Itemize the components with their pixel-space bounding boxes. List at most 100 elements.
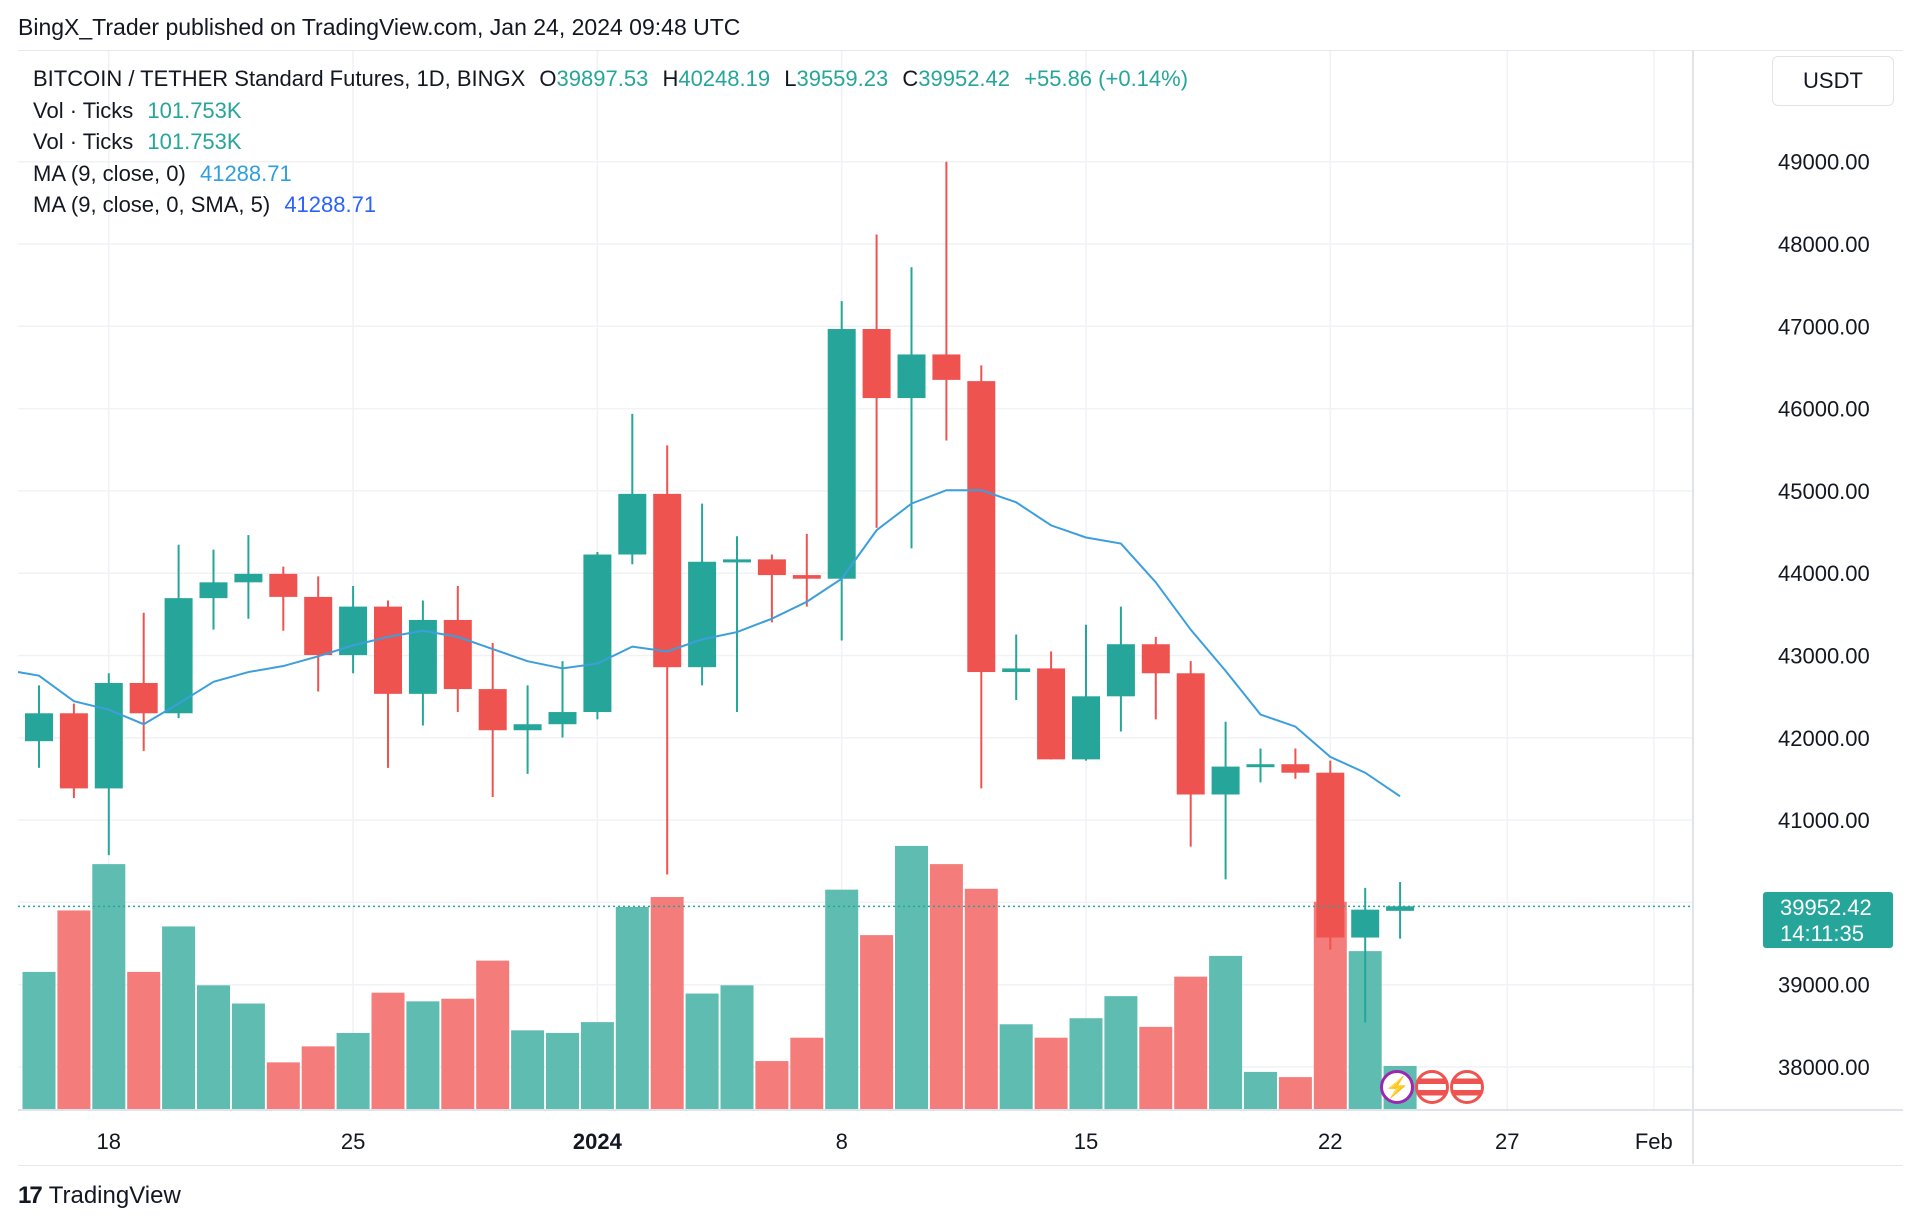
indicator-legend[interactable]: Vol · Ticks 101.753K	[33, 98, 242, 124]
candle-body	[792, 575, 821, 579]
ma-9-line	[17, 489, 1401, 798]
x-tick-label: 27	[1495, 1129, 1519, 1154]
published-caption: BingX_Trader published on TradingView.co…	[18, 14, 741, 40]
tv-logo-icon: 17	[18, 1182, 43, 1209]
volume-bar	[929, 864, 963, 1110]
candle-body	[618, 493, 647, 555]
volume-bar	[1209, 955, 1243, 1110]
candle-body	[164, 598, 193, 714]
y-tick-label: 42000.00	[1778, 726, 1870, 751]
candle-body	[1002, 668, 1031, 673]
currency-button[interactable]: USDT	[1772, 56, 1894, 106]
candle-body	[827, 329, 856, 579]
candle-body	[723, 559, 751, 563]
volume-bar	[1139, 1026, 1173, 1110]
volume-bar	[441, 998, 475, 1110]
y-tick-label: 49000.00	[1778, 150, 1870, 175]
open-value: 39897.53	[556, 66, 649, 91]
last-price-tag: 39952.42 14:11:35	[1763, 892, 1893, 948]
high-label: H	[662, 66, 679, 91]
candle-body	[1072, 696, 1100, 760]
indicator-value: 41288.71	[199, 161, 292, 186]
close-value: 39952.42	[918, 66, 1011, 91]
us-flag-event-icon[interactable]	[1450, 1070, 1484, 1104]
bar-countdown: 14:11:35	[1780, 921, 1865, 946]
volume-bar	[476, 960, 510, 1110]
candle-body	[897, 354, 926, 399]
candles	[25, 161, 1415, 1023]
volume-bar	[371, 992, 405, 1110]
indicator-label: Vol · Ticks	[33, 98, 134, 123]
volume-bar	[1104, 996, 1138, 1110]
candle-body	[443, 619, 472, 690]
change-value: +55.86 (+0.14%)	[1024, 66, 1189, 91]
x-tick-label: 25	[341, 1129, 365, 1154]
volume-bar	[685, 993, 719, 1110]
volume-bars	[22, 845, 1417, 1110]
volume-bar	[895, 845, 928, 1110]
volume-bar	[197, 985, 230, 1110]
candle-body	[688, 561, 717, 668]
volume-bar	[511, 1030, 545, 1110]
volume-bar	[1244, 1071, 1277, 1110]
indicator-label: Vol · Ticks	[33, 129, 134, 154]
volume-bar	[964, 888, 998, 1110]
y-tick-label: 41000.00	[1778, 808, 1870, 833]
us-flag-event-icon[interactable]	[1415, 1070, 1449, 1104]
volume-bar	[162, 926, 196, 1110]
ma-line	[17, 489, 1693, 908]
volume-bar	[57, 910, 91, 1110]
volume-bar	[755, 1061, 789, 1110]
indicator-legend[interactable]: MA (9, close, 0) 41288.71	[33, 161, 292, 187]
volume-bar	[301, 1046, 335, 1110]
volume-bar	[127, 971, 161, 1110]
tradingview-logo[interactable]: 17 TradingView	[18, 1182, 181, 1210]
x-tick-label: 2024	[573, 1129, 623, 1154]
candle-body	[1351, 909, 1380, 938]
tv-brand-text: TradingView	[48, 1182, 181, 1209]
candle-body	[1037, 668, 1066, 760]
volume-bar	[231, 1003, 265, 1110]
volume-bar	[92, 864, 126, 1110]
y-tick-label: 45000.00	[1778, 479, 1870, 504]
volume-bar	[1034, 1037, 1068, 1110]
candle-body	[269, 573, 298, 597]
chart-frame	[18, 50, 1903, 1166]
volume-bar	[650, 897, 684, 1110]
candle-body	[583, 554, 612, 713]
candle-body	[339, 606, 368, 656]
candle-body	[1211, 766, 1240, 795]
symbol-legend[interactable]: BITCOIN / TETHER Standard Futures, 1D, B…	[33, 66, 1188, 92]
symbol-title: BITCOIN / TETHER Standard Futures, 1D, B…	[33, 66, 526, 91]
candle-body	[1386, 906, 1415, 911]
indicator-legend[interactable]: MA (9, close, 0, SMA, 5) 41288.71	[33, 192, 376, 218]
candle-body	[1176, 673, 1205, 795]
candle-body	[1106, 644, 1135, 697]
y-tick-label: 46000.00	[1778, 397, 1870, 422]
candle-body	[94, 682, 123, 789]
candle-body	[199, 582, 228, 599]
volume-bar	[336, 1032, 370, 1110]
x-tick-label: Feb	[1635, 1129, 1673, 1154]
y-tick-label: 48000.00	[1778, 232, 1870, 257]
candle-body	[1246, 764, 1275, 768]
indicator-label: MA (9, close, 0, SMA, 5)	[33, 192, 271, 217]
candle-body	[862, 329, 891, 399]
indicator-value: 41288.71	[284, 192, 377, 217]
volume-bar	[825, 889, 859, 1110]
candle-body	[967, 381, 996, 673]
volume-bar	[1174, 976, 1208, 1110]
volume-bar	[999, 1024, 1033, 1110]
volume-bar	[1278, 1077, 1312, 1110]
volume-bar	[720, 985, 754, 1110]
indicator-value: 101.753K	[147, 98, 242, 123]
indicator-legend[interactable]: Vol · Ticks 101.753K	[33, 129, 242, 155]
candle-body	[1316, 772, 1345, 938]
y-tick-label: 47000.00	[1778, 314, 1870, 339]
low-label: L	[784, 66, 797, 91]
candle-body	[25, 713, 53, 742]
lightning-event-icon[interactable]: ⚡	[1380, 1070, 1414, 1104]
volume-bar	[546, 1032, 579, 1110]
volume-bar	[266, 1062, 300, 1110]
